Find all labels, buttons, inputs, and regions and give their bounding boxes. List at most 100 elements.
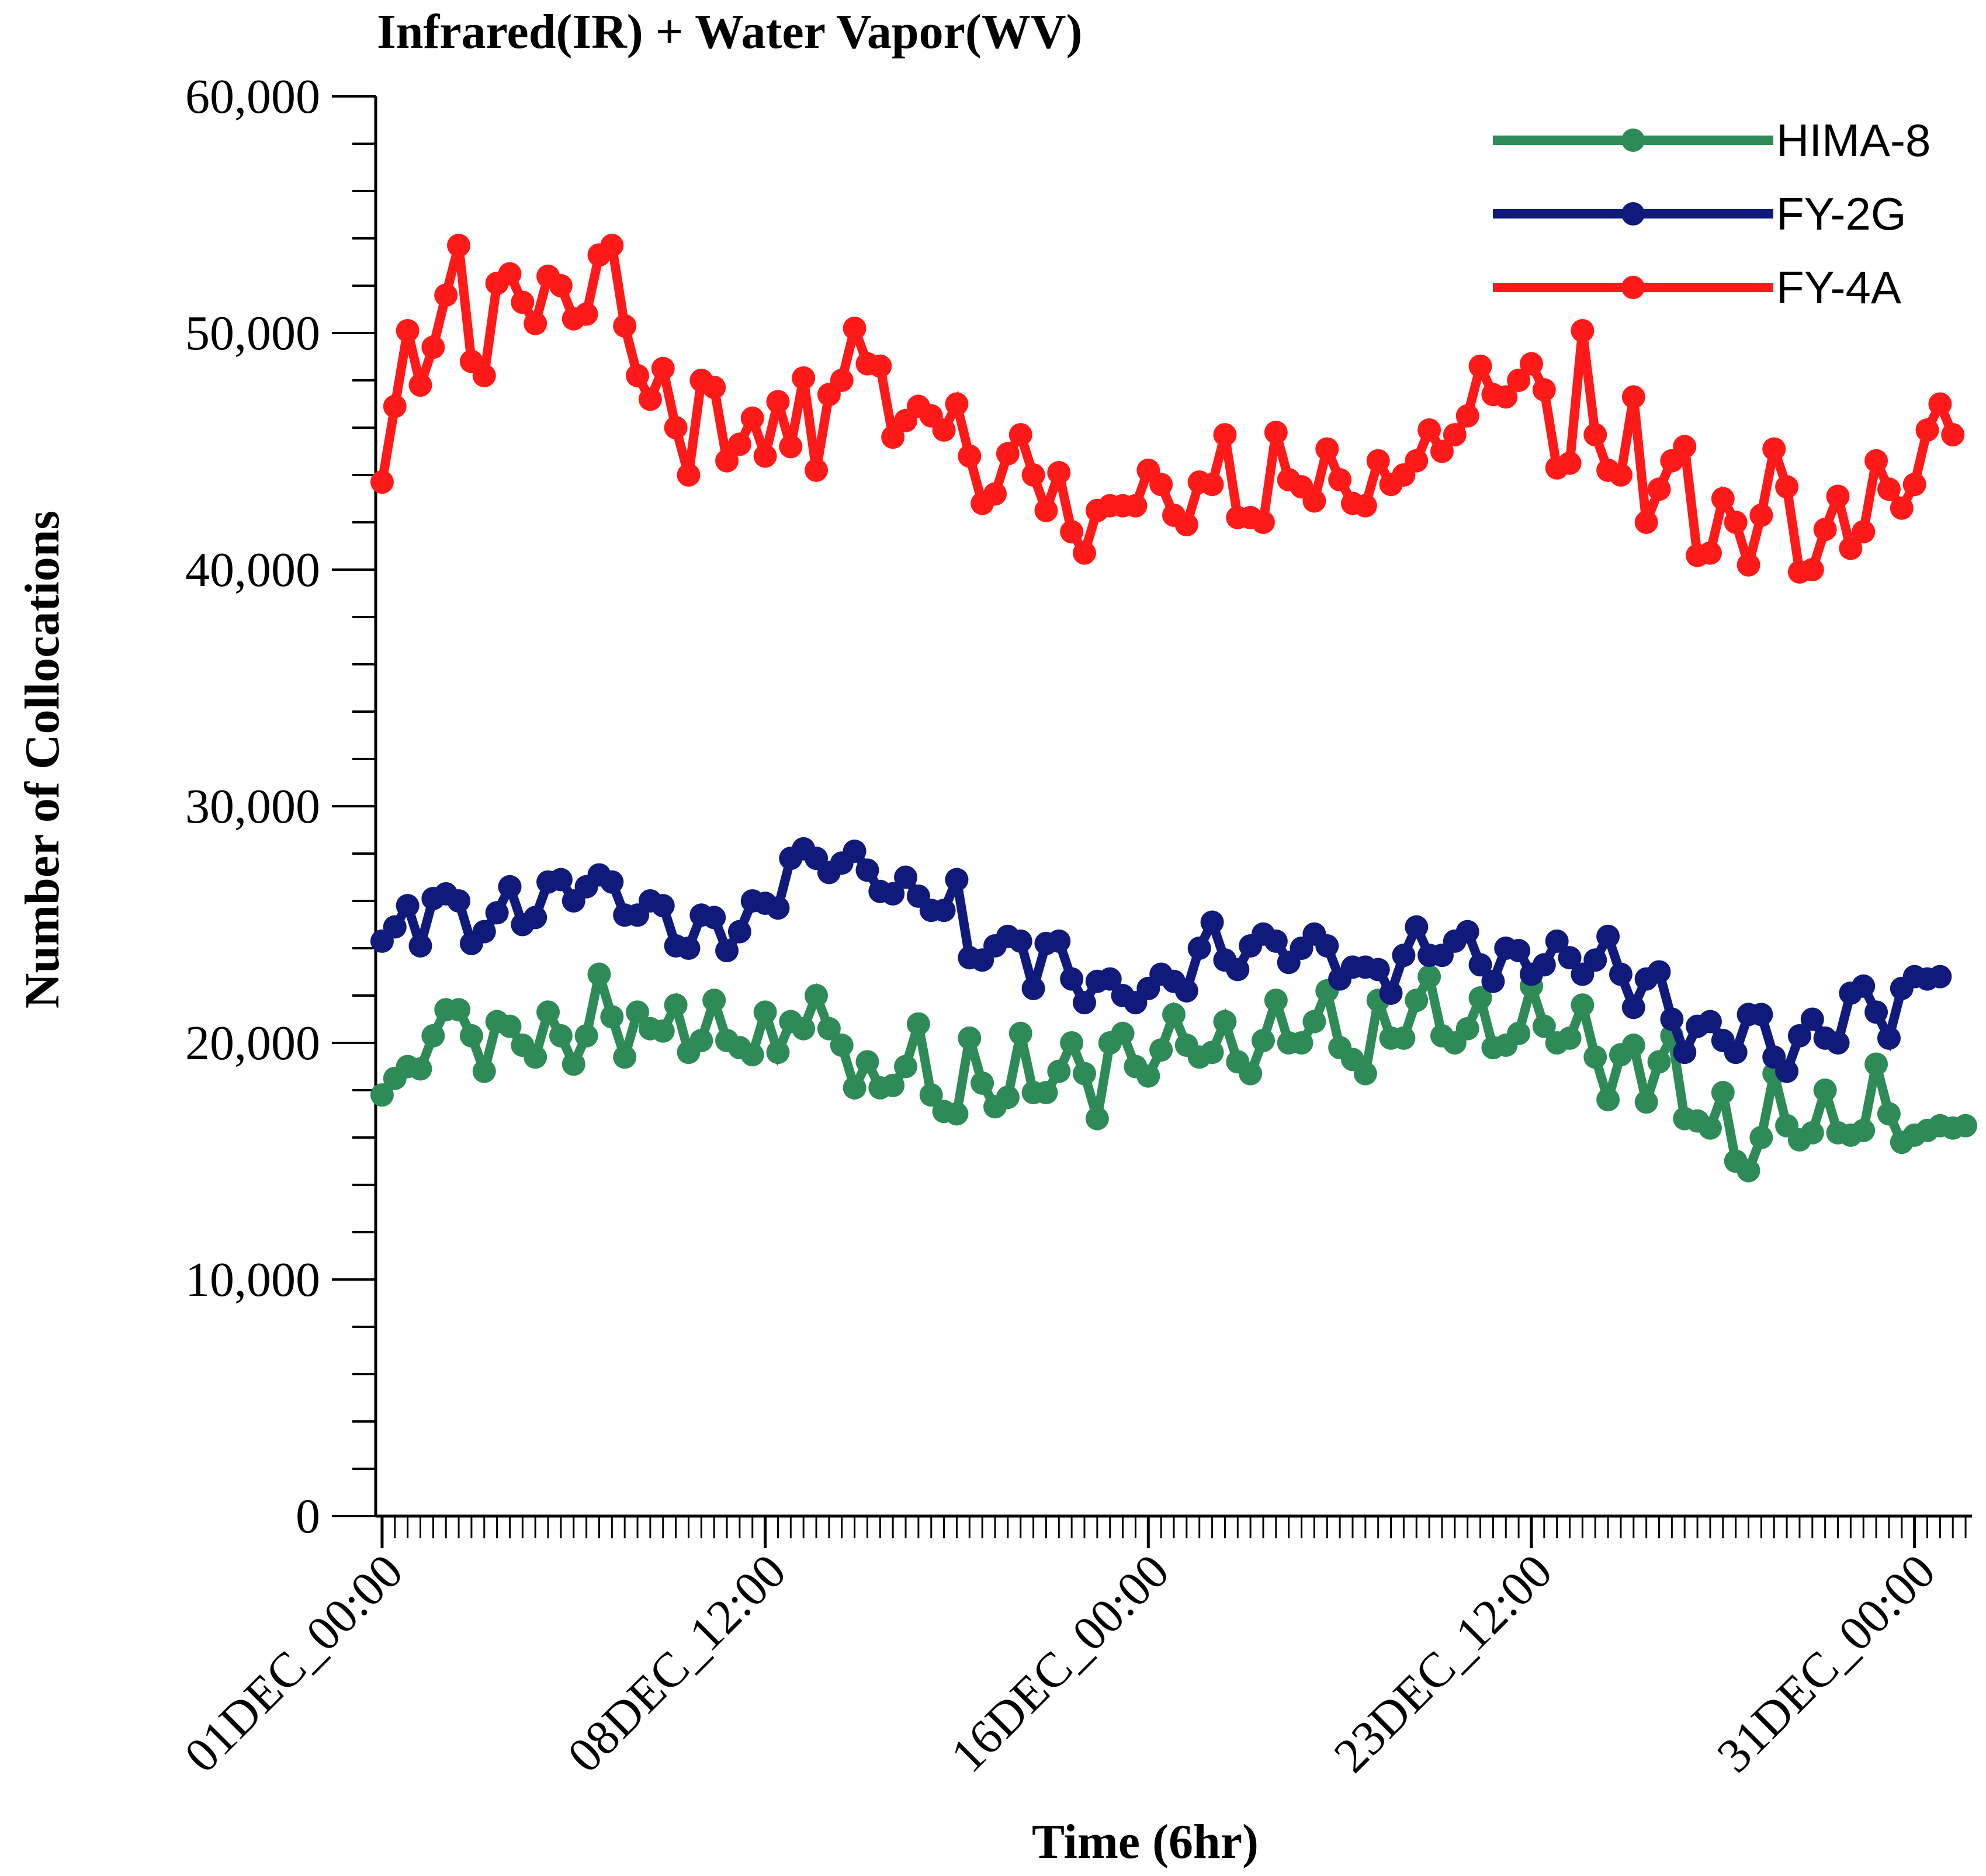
data-point bbox=[1085, 1107, 1109, 1131]
data-point bbox=[894, 865, 918, 889]
data-point bbox=[1558, 451, 1582, 475]
y-tick-label: 0 bbox=[296, 1489, 320, 1544]
data-point bbox=[1405, 989, 1429, 1012]
data-point bbox=[549, 1024, 573, 1048]
data-point bbox=[574, 302, 598, 326]
data-point bbox=[958, 1026, 982, 1050]
data-point bbox=[1839, 536, 1863, 560]
data-point bbox=[766, 390, 790, 414]
y-tick-label: 20,000 bbox=[185, 1016, 320, 1070]
data-point bbox=[779, 435, 803, 459]
data-point bbox=[766, 1041, 790, 1064]
data-point bbox=[1455, 920, 1479, 944]
data-point bbox=[498, 1014, 522, 1038]
data-point bbox=[613, 1045, 637, 1069]
data-point bbox=[894, 1055, 918, 1079]
data-point bbox=[1443, 423, 1467, 447]
data-point bbox=[1392, 944, 1416, 968]
data-point bbox=[1519, 352, 1543, 376]
data-point bbox=[1060, 1031, 1084, 1055]
data-point bbox=[1928, 392, 1952, 416]
y-tick-label: 10,000 bbox=[185, 1253, 320, 1307]
data-point bbox=[1507, 369, 1531, 392]
data-point bbox=[1405, 449, 1429, 473]
data-point bbox=[498, 875, 522, 899]
data-point bbox=[1315, 437, 1339, 461]
data-point bbox=[1315, 934, 1339, 958]
data-point bbox=[677, 937, 701, 960]
data-point bbox=[1481, 969, 1505, 993]
legend-swatch-marker bbox=[1621, 202, 1645, 226]
data-point bbox=[1149, 473, 1173, 497]
chart-title: Infrared(IR) + Water Vapor(WV) bbox=[377, 5, 1083, 59]
data-point bbox=[511, 290, 535, 314]
series-hima-8 bbox=[370, 962, 1978, 1183]
data-point bbox=[1034, 498, 1058, 522]
data-point bbox=[1034, 1081, 1058, 1105]
data-point bbox=[1264, 989, 1288, 1012]
data-point bbox=[805, 458, 829, 482]
data-point bbox=[1251, 1028, 1275, 1052]
data-point bbox=[971, 1071, 994, 1095]
legend-label: FY-2G bbox=[1776, 188, 1907, 240]
data-point bbox=[1200, 473, 1224, 497]
x-tick-label: 01DEC_00:00 bbox=[174, 1544, 413, 1783]
data-point bbox=[1852, 520, 1876, 544]
data-point bbox=[805, 984, 829, 1007]
data-point bbox=[1239, 1062, 1263, 1086]
data-point bbox=[855, 1050, 879, 1074]
data-point bbox=[843, 1076, 867, 1100]
data-point bbox=[1826, 484, 1850, 508]
data-point bbox=[1890, 496, 1914, 520]
series-fy-2g bbox=[370, 837, 1952, 1083]
data-point bbox=[766, 896, 790, 920]
data-point bbox=[677, 463, 701, 487]
data-point bbox=[830, 369, 854, 392]
data-point bbox=[881, 1073, 905, 1097]
data-point bbox=[447, 998, 471, 1022]
data-point bbox=[958, 444, 982, 468]
data-point bbox=[881, 882, 905, 906]
data-point bbox=[1507, 1021, 1531, 1045]
data-point bbox=[1787, 1024, 1811, 1048]
legend-label: HIMA-8 bbox=[1776, 115, 1930, 166]
data-point bbox=[651, 1019, 675, 1043]
x-tick-label: 08DEC_12:00 bbox=[557, 1544, 796, 1783]
y-tick-label: 30,000 bbox=[185, 779, 320, 834]
data-point bbox=[1468, 986, 1492, 1010]
data-point bbox=[1008, 929, 1032, 953]
legend-item-fy-4a: FY-4A bbox=[1493, 262, 1901, 313]
data-point bbox=[1200, 910, 1224, 934]
data-point bbox=[1021, 976, 1045, 1000]
data-point bbox=[1775, 475, 1799, 499]
data-point bbox=[1366, 449, 1390, 473]
data-point bbox=[536, 1000, 560, 1024]
data-point bbox=[1852, 1118, 1876, 1142]
data-point bbox=[1711, 487, 1735, 511]
data-point bbox=[1060, 520, 1084, 544]
data-point bbox=[1149, 1038, 1173, 1062]
data-point bbox=[792, 366, 816, 390]
data-point bbox=[408, 373, 432, 397]
data-point bbox=[1047, 929, 1071, 953]
data-point bbox=[1353, 1062, 1377, 1086]
data-point bbox=[1583, 423, 1607, 447]
data-point bbox=[702, 989, 726, 1012]
data-point bbox=[753, 444, 777, 468]
data-point bbox=[370, 1083, 394, 1107]
data-point bbox=[1302, 1010, 1326, 1034]
x-tick-label: 23DEC_12:00 bbox=[1323, 1544, 1562, 1783]
legend-swatch-marker bbox=[1621, 129, 1645, 152]
data-point bbox=[1558, 1026, 1582, 1050]
data-point bbox=[1073, 541, 1097, 565]
data-point bbox=[1596, 924, 1620, 948]
data-point bbox=[1596, 1088, 1620, 1112]
data-point bbox=[1673, 435, 1697, 459]
data-point bbox=[1200, 1041, 1224, 1064]
data-point bbox=[1532, 1014, 1556, 1038]
data-point bbox=[396, 894, 420, 918]
data-point bbox=[664, 416, 688, 439]
data-point bbox=[383, 394, 407, 418]
data-point bbox=[1647, 477, 1671, 501]
data-point bbox=[600, 870, 624, 894]
